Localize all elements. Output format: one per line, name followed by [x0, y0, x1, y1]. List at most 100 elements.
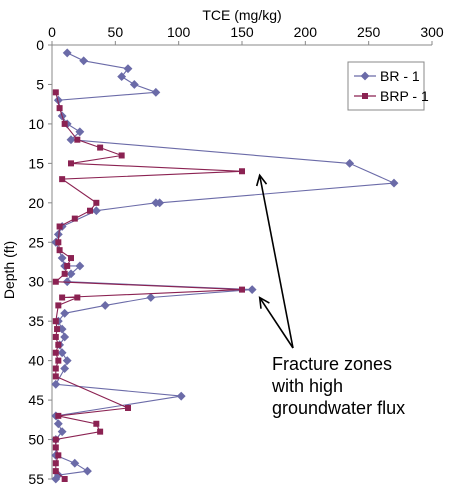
data-point	[52, 373, 59, 380]
data-point	[345, 158, 355, 168]
x-tick-label: 0	[48, 24, 56, 40]
x-axis-title: TCE (mg/kg)	[202, 7, 281, 23]
data-point	[52, 468, 59, 475]
annotation-arrow	[258, 175, 294, 349]
data-point	[68, 255, 74, 262]
y-tick-label: 5	[36, 76, 44, 92]
data-point	[52, 365, 59, 372]
y-tick-label: 0	[36, 37, 44, 53]
legend: BR - 1 BRP - 1	[347, 61, 429, 111]
data-point	[53, 419, 63, 429]
data-point	[61, 270, 68, 277]
data-point	[55, 302, 62, 309]
y-tick-label: 20	[28, 195, 44, 211]
data-point	[61, 476, 68, 482]
y-tick-label: 45	[28, 392, 44, 408]
data-point	[52, 460, 59, 467]
annotation-arrowhead	[258, 296, 270, 309]
data-point	[125, 404, 131, 411]
y-tick-label: 35	[28, 313, 44, 329]
data-point	[59, 176, 66, 183]
data-point	[176, 391, 186, 401]
y-tick-label: 50	[28, 432, 44, 448]
data-point	[62, 48, 72, 58]
data-point	[151, 87, 161, 97]
x-tick-label: 200	[294, 24, 318, 40]
y-axis-title: Depth (ft)	[1, 241, 17, 299]
annotation-box	[266, 348, 432, 424]
data-point	[79, 56, 89, 66]
data-point	[52, 333, 59, 340]
x-tick-label: 150	[230, 24, 254, 40]
y-tick-label: 55	[28, 471, 44, 487]
x-tick-label: 50	[108, 24, 124, 40]
legend-label: BRP - 1	[380, 88, 429, 104]
data-point	[66, 269, 76, 279]
data-point	[52, 318, 59, 325]
data-point	[93, 420, 100, 427]
data-point	[118, 152, 125, 159]
data-point	[239, 286, 245, 293]
data-point	[91, 206, 101, 216]
series-line	[54, 52, 395, 480]
x-tick-label: 300	[420, 24, 444, 40]
annotation-line: Fracture zones	[272, 354, 392, 374]
data-point	[117, 72, 127, 81]
data-point	[239, 168, 245, 175]
data-point	[247, 285, 257, 295]
data-point	[146, 293, 156, 302]
data-point	[93, 199, 100, 206]
data-point	[55, 239, 62, 246]
data-point	[66, 135, 76, 145]
data-point	[55, 452, 62, 459]
y-tick-label: 40	[28, 353, 44, 369]
data-point	[56, 223, 63, 230]
data-point	[56, 105, 63, 112]
legend-swatch-marker	[362, 93, 368, 99]
data-point	[61, 120, 68, 127]
data-point	[74, 136, 81, 143]
data-point	[83, 466, 92, 476]
annotation-line: groundwater flux	[272, 398, 405, 418]
annotation-arrow	[258, 297, 294, 349]
data-point	[52, 278, 59, 285]
data-point	[129, 80, 139, 89]
data-point	[51, 379, 61, 389]
annotation-arrowhead	[255, 173, 268, 187]
data-point	[60, 308, 70, 318]
y-tick-label: 15	[28, 155, 44, 171]
legend-label: BR - 1	[380, 68, 420, 84]
data-point	[55, 341, 62, 348]
data-point	[71, 215, 78, 222]
data-point	[59, 294, 66, 301]
y-axis-ticks: 0 5 10 15 20 25 30 35 40 45 50 55	[28, 37, 52, 487]
data-point	[57, 427, 67, 437]
legend-box	[347, 61, 425, 111]
series-line	[54, 92, 243, 480]
data-point	[52, 349, 59, 356]
legend-swatch-marker	[360, 71, 370, 81]
data-point	[97, 144, 104, 151]
data-point	[97, 428, 104, 435]
annotation-line: with high	[271, 376, 343, 396]
data-point	[60, 364, 70, 373]
data-point	[57, 348, 67, 358]
data-point	[68, 160, 74, 167]
series-layer	[51, 48, 399, 484]
data-point	[74, 294, 81, 301]
data-point	[87, 207, 93, 214]
data-point	[52, 444, 59, 451]
data-point	[55, 412, 62, 419]
data-point	[64, 262, 71, 269]
x-tick-label: 100	[167, 24, 191, 40]
x-tick-label: 250	[357, 24, 381, 40]
data-point	[151, 198, 161, 208]
data-point	[75, 261, 85, 271]
data-point	[52, 436, 59, 443]
data-point	[62, 356, 72, 366]
data-point	[75, 127, 85, 137]
data-point	[52, 89, 59, 96]
data-point	[60, 332, 70, 342]
